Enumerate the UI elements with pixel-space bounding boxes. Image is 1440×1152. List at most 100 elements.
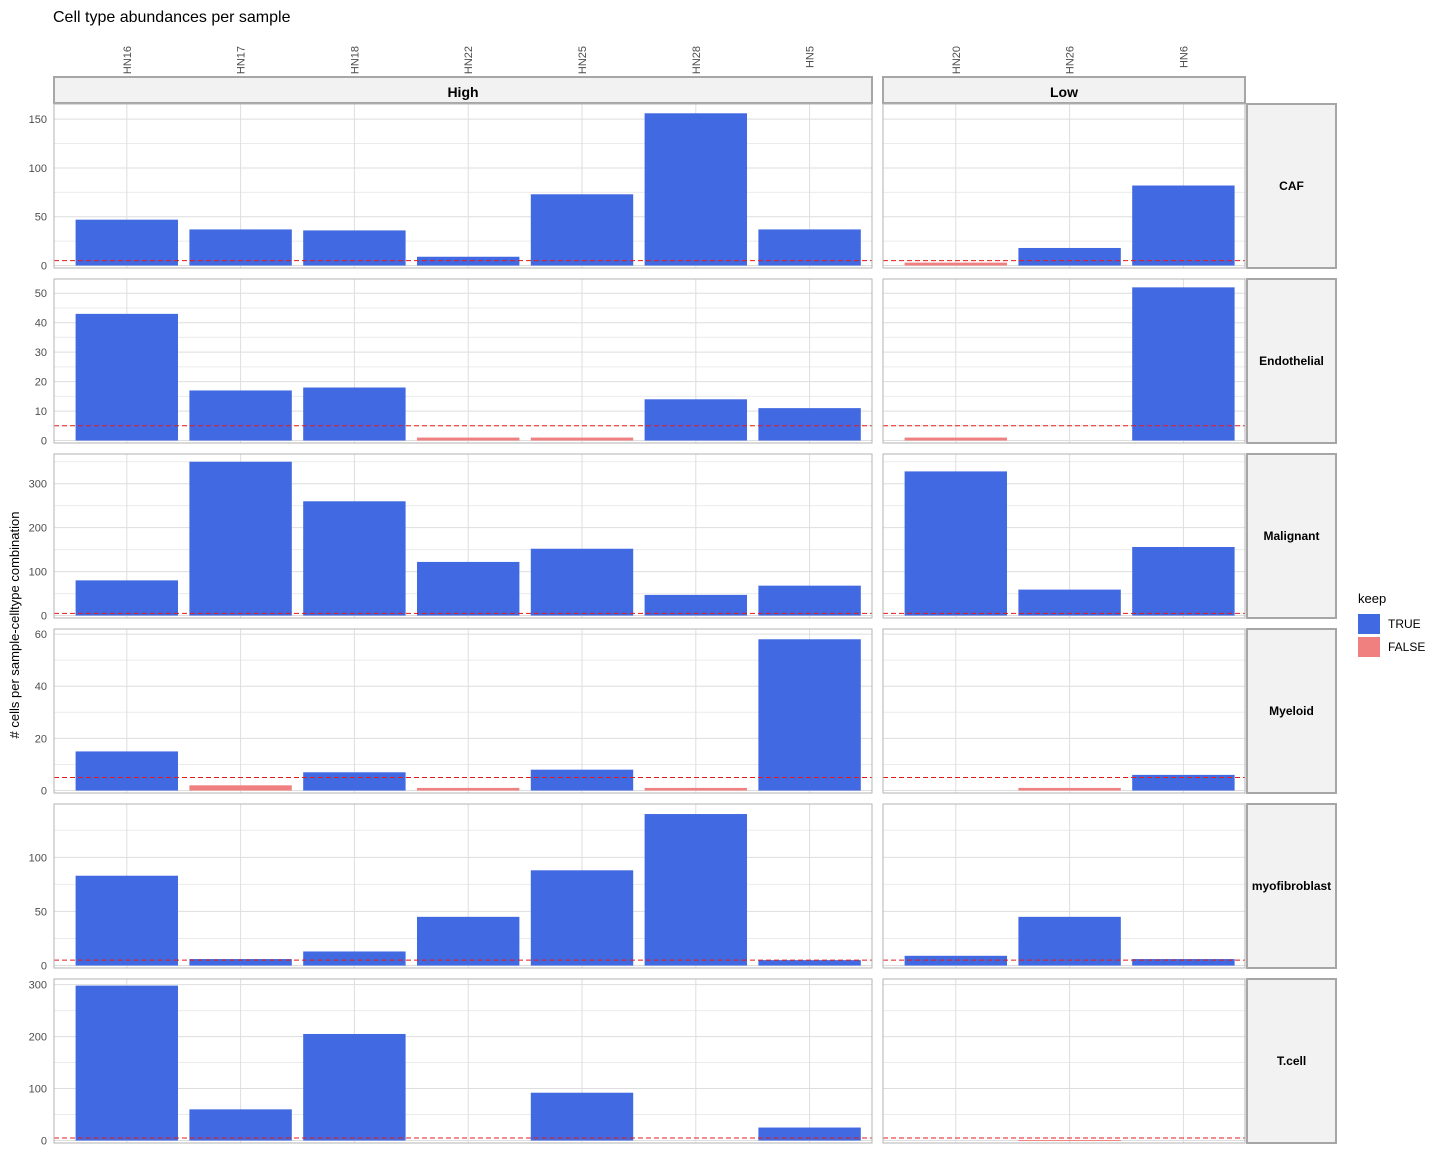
y-tick-label: 100 (29, 852, 47, 864)
panel-myofibroblast-high (53, 803, 873, 969)
y-tick-label: 300 (29, 479, 47, 491)
x-tick-label-hn6: HN6 (1178, 46, 1190, 68)
y-tick-label: 40 (35, 681, 47, 693)
legend-key-true (1358, 614, 1380, 634)
y-tick-label: 100 (29, 567, 47, 579)
row-strip-caf (1246, 103, 1337, 269)
y-tick-label: 0 (41, 261, 47, 273)
bar-myeloid-hn6 (1132, 774, 1235, 791)
panel-border (882, 978, 1246, 1144)
bar-malignant-hn5 (758, 585, 861, 616)
bar-endothelial-hn25 (530, 437, 634, 441)
bar-myofibroblast-hn26 (1018, 916, 1121, 966)
bar-caf-hn28 (644, 113, 747, 266)
bar-caf-hn6 (1132, 185, 1235, 266)
panel-endothelial-low (882, 278, 1246, 444)
y-tick-label: 300 (29, 980, 47, 992)
row-strip-label-malignant: Malignant (1264, 529, 1320, 543)
panel-border (53, 103, 873, 269)
bar-malignant-hn17 (189, 461, 292, 616)
y-tick-label: 50 (35, 288, 47, 300)
column-strip-high (53, 76, 873, 104)
bar-myeloid-hn25 (530, 769, 634, 791)
row-strip-label-endothelial: Endothelial (1259, 354, 1324, 368)
y-tick-label: 0 (41, 961, 47, 973)
y-tick-label: 60 (35, 629, 47, 641)
row-strip-malignant (1246, 453, 1337, 619)
bar-malignant-hn22 (417, 561, 520, 616)
bar-myofibroblast-hn20 (904, 955, 1007, 966)
bar-caf-hn5 (758, 229, 861, 266)
bar-t-cell-hn16 (75, 985, 178, 1141)
x-tick-label-hn26: HN26 (1065, 46, 1077, 74)
row-strip-endothelial (1246, 278, 1337, 444)
legend-title: keep (1358, 591, 1386, 606)
bar-malignant-hn20 (904, 471, 1007, 616)
panel-myeloid-low (882, 628, 1246, 794)
column-strip-label-high: High (447, 84, 478, 100)
bar-malignant-hn6 (1132, 546, 1235, 616)
y-tick-label: 50 (35, 906, 47, 918)
row-strip-myofibroblast (1246, 803, 1337, 969)
panel-myeloid-high (53, 628, 873, 794)
bar-caf-hn22 (417, 256, 520, 266)
bar-caf-hn18 (303, 230, 406, 266)
bar-malignant-hn26 (1018, 589, 1121, 616)
bar-myofibroblast-hn25 (530, 870, 634, 966)
column-strip-low (882, 76, 1246, 104)
bar-malignant-hn28 (644, 594, 747, 616)
column-strip-label-low: Low (1050, 84, 1078, 100)
bar-endothelial-hn6 (1132, 287, 1235, 441)
legend-label-true: TRUE (1388, 617, 1421, 631)
legend: keep TRUE FALSE (1358, 591, 1425, 657)
row-strip-myeloid (1246, 628, 1337, 794)
panel-border (53, 453, 873, 619)
y-tick-label: 200 (29, 1032, 47, 1044)
panel-t-cell-low (882, 978, 1246, 1144)
panel-malignant-high (53, 453, 873, 619)
y-axis-title: # cells per sample-celltype combination (7, 512, 22, 739)
panel-border (882, 803, 1246, 969)
bar-endothelial-hn5 (758, 408, 861, 441)
bar-caf-hn20 (904, 262, 1007, 266)
row-strip-label-caf: CAF (1279, 179, 1304, 193)
x-tick-label-hn25: HN25 (577, 46, 589, 74)
bar-t-cell-hn17 (189, 1109, 292, 1141)
facet-panels: High HN16 HN17 HN18 HN22 HN25 HN28 HN5 Low HN20 HN… (29, 46, 1337, 1148)
bar-myofibroblast-hn17 (189, 959, 292, 966)
panel-malignant-low (882, 453, 1246, 619)
panel-endothelial-high (53, 278, 873, 444)
bar-myofibroblast-hn6 (1132, 959, 1235, 966)
bar-caf-hn25 (530, 194, 634, 266)
x-tick-label-hn5: HN5 (805, 46, 817, 68)
bar-malignant-hn16 (75, 580, 178, 616)
y-tick-label: 30 (35, 347, 47, 359)
bar-myofibroblast-hn28 (644, 814, 747, 966)
bar-malignant-hn25 (530, 548, 634, 616)
panel-border (53, 803, 873, 969)
y-tick-label: 10 (35, 406, 47, 418)
y-tick-label: 0 (41, 1136, 47, 1148)
bar-endothelial-hn22 (417, 437, 520, 441)
bar-caf-hn17 (189, 229, 292, 266)
row-strip-label-myeloid: Myeloid (1269, 704, 1314, 718)
chart-title: Cell type abundances per sample (53, 9, 291, 26)
bar-myeloid-hn22 (417, 787, 520, 791)
bar-myofibroblast-hn16 (75, 875, 178, 966)
bar-myeloid-hn28 (644, 787, 747, 791)
bar-myeloid-hn26 (1018, 787, 1121, 791)
bar-myeloid-hn5 (758, 639, 861, 791)
y-tick-label: 20 (35, 377, 47, 389)
bar-myofibroblast-hn18 (303, 951, 406, 966)
bar-myeloid-hn16 (75, 751, 178, 791)
panel-caf-high (53, 103, 873, 269)
x-tick-label-hn28: HN28 (691, 46, 703, 74)
panel-border (53, 628, 873, 794)
bar-endothelial-hn28 (644, 399, 747, 441)
row-strip-label-t-cell: T.cell (1277, 1054, 1306, 1068)
bar-caf-hn16 (75, 219, 178, 266)
y-tick-label: 0 (41, 611, 47, 623)
x-tick-label-hn18: HN18 (349, 46, 361, 74)
bar-endothelial-hn17 (189, 390, 292, 441)
bar-endothelial-hn18 (303, 387, 406, 441)
